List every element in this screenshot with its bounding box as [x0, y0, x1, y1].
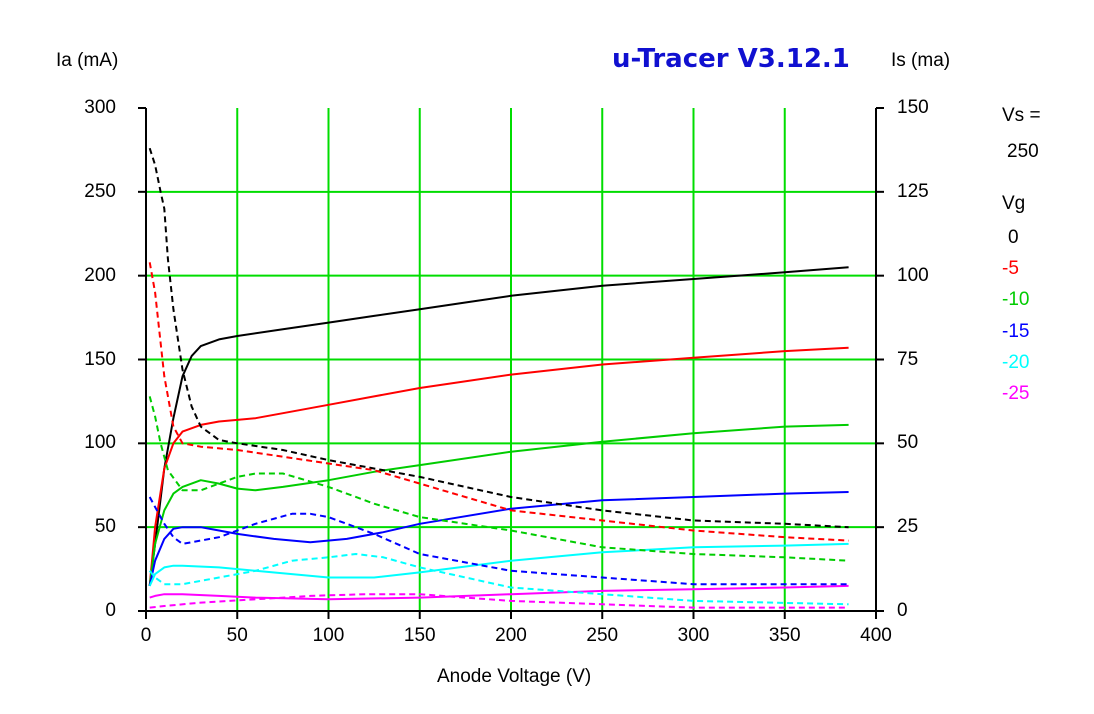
x-tick-label: 0: [140, 625, 152, 646]
screen-current-curve-vg--25: [149, 593, 849, 609]
legend-entry: -20: [1002, 351, 1030, 373]
screen-current-curve-vg--15: [148, 496, 849, 586]
legend-entry: -25: [1002, 383, 1030, 404]
screen-current-curve-vg-0: [148, 147, 849, 529]
x-tick-label: 400: [860, 625, 892, 646]
y-tick-label: 50: [94, 516, 116, 538]
y2-tick-label: 25: [897, 516, 919, 538]
y-tick-label: 0: [105, 600, 116, 621]
curves: [148, 147, 849, 609]
y2-tick-label: 125: [897, 180, 929, 202]
screen-current-curve-vg--20: [148, 553, 849, 606]
x-tick-label: 100: [312, 625, 345, 646]
grid-lines: [146, 108, 876, 611]
x-tick-label: 200: [495, 625, 527, 646]
y-tick-label: 150: [84, 348, 116, 370]
anode-current-curve-vg--20: [148, 542, 849, 587]
right-axis-label: Is (ma): [891, 50, 951, 71]
y-tick-label: 300: [84, 97, 116, 118]
x-tick-label: 150: [403, 625, 436, 646]
x-tick-label: 250: [586, 625, 619, 646]
y-tick-label: 250: [84, 180, 116, 202]
screen-current-curve-vg--10: [148, 396, 849, 562]
screen-current-curve-vg--5: [148, 262, 849, 542]
x-tick-label: 300: [677, 625, 710, 646]
tick-marks: [138, 107, 884, 619]
anode-current-curve-vg--25: [149, 584, 849, 601]
y2-tick-label: 0: [897, 600, 908, 621]
y2-tick-label: 75: [897, 348, 919, 370]
anode-current-curve-vg--10: [148, 423, 849, 587]
legend-entry: -10: [1002, 289, 1030, 311]
x-axis-label: Anode Voltage (V): [437, 666, 592, 687]
left-axis-label: Ia (mA): [56, 50, 119, 71]
anode-current-curve-vg--15: [148, 491, 849, 587]
y2-tick-label: 50: [897, 432, 919, 454]
y-tick-label: 100: [84, 432, 116, 454]
anode-current-curve-vg-0: [148, 266, 849, 587]
legend-entry: -5: [1002, 258, 1019, 280]
anode-current-curve-vg--5: [148, 346, 849, 586]
y-tick-label: 200: [84, 264, 116, 286]
y2-tick-label: 150: [897, 97, 929, 118]
x-tick-label: 50: [226, 625, 248, 646]
legend-vs-label: Vs =: [1002, 105, 1041, 126]
y2-tick-label: 100: [897, 264, 929, 286]
legend-entry: -15: [1002, 320, 1030, 342]
legend-vg-label: Vg: [1002, 193, 1026, 214]
legend-entry: 0: [1008, 227, 1019, 248]
legend-vs-value: 250: [1007, 141, 1039, 162]
chart-title: u-Tracer V3.12.1: [612, 44, 850, 74]
x-tick-label: 350: [768, 625, 801, 646]
